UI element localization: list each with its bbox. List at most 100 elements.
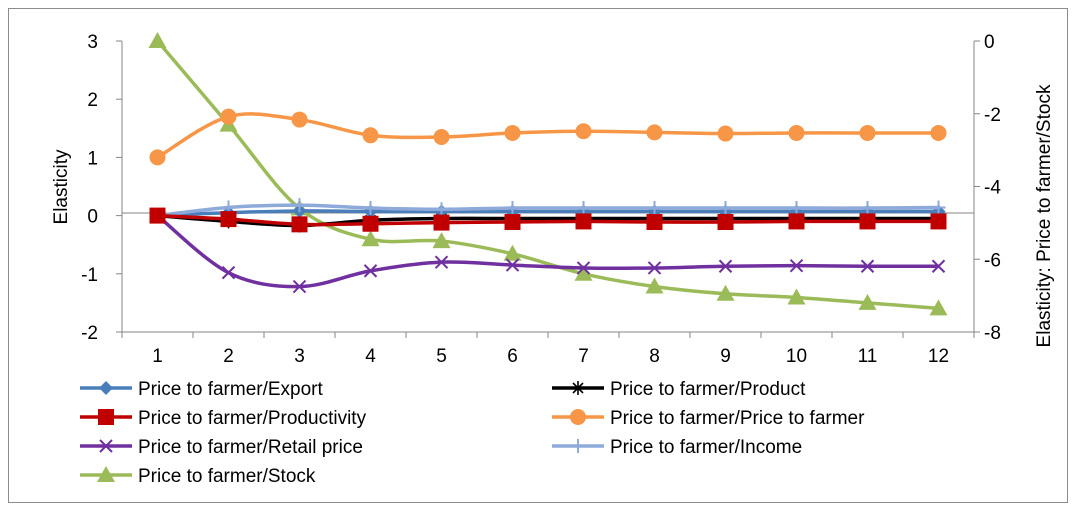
series-line <box>156 112 939 159</box>
y-tick-label: -2 <box>81 323 98 344</box>
series-point <box>647 261 662 275</box>
series-point <box>433 129 450 146</box>
series-point <box>859 124 876 141</box>
legend-label: Price to farmer/Productivity <box>138 408 367 429</box>
x-tick-label: 10 <box>786 346 807 367</box>
series-point <box>221 265 236 280</box>
series-point <box>645 277 664 294</box>
series-point <box>432 232 451 249</box>
y2-tick-label: -8 <box>984 323 1001 344</box>
series-point <box>718 201 733 216</box>
legend-item: Price to farmer/Retail price <box>80 437 363 458</box>
legend-swatch-marker <box>97 466 115 482</box>
legend-item: Price to farmer/Productivity <box>80 408 367 429</box>
series-point <box>930 213 947 230</box>
series-point <box>788 213 805 230</box>
legend-item: Price to farmer/Product <box>552 379 806 400</box>
series-point <box>220 211 237 228</box>
y2-tick-label: -2 <box>984 105 1001 126</box>
series-point <box>504 124 521 141</box>
series-point <box>788 124 805 141</box>
y-tick-label: 0 <box>87 207 98 228</box>
series-layer <box>148 32 948 316</box>
legend-swatch-marker <box>571 439 585 453</box>
series-3 <box>149 207 947 233</box>
series-6 <box>150 198 946 223</box>
x-tick-label: 12 <box>928 346 949 367</box>
series-4 <box>149 108 947 166</box>
series-point <box>576 201 591 216</box>
series-point <box>363 201 378 216</box>
y-tick-label: -1 <box>81 265 98 286</box>
series-point <box>716 284 735 301</box>
series-point <box>362 215 379 232</box>
legend-label: Price to farmer/Retail price <box>138 437 363 458</box>
x-tick-label: 3 <box>294 346 305 367</box>
series-point <box>859 213 876 230</box>
legend: Price to farmer/Export Price to farmer/Pr… <box>80 379 865 487</box>
x-tick-label: 9 <box>720 346 731 367</box>
legend-label: Price to farmer/Product <box>610 379 806 400</box>
series-point <box>787 288 806 305</box>
legend-swatch-marker <box>571 381 585 395</box>
legend-item: Price to farmer/Price to farmer <box>552 408 865 429</box>
series-point <box>292 198 307 213</box>
series-point <box>929 299 948 316</box>
series-point <box>291 216 308 233</box>
legend-label: Price to farmer/Stock <box>138 466 316 487</box>
x-tick-label: 2 <box>223 346 234 367</box>
series-point <box>504 214 521 231</box>
series-point <box>718 259 733 273</box>
series-point <box>363 264 378 278</box>
x-tick-label: 7 <box>578 346 589 367</box>
legend-swatch-marker <box>98 409 114 425</box>
series-point <box>789 258 804 273</box>
series-point <box>646 124 663 141</box>
series-point <box>433 214 450 231</box>
series-point <box>148 32 167 48</box>
series-point <box>434 202 449 217</box>
series-point <box>575 123 592 140</box>
legend-swatch-marker <box>570 409 586 425</box>
series-point <box>362 127 379 144</box>
x-tick-label: 8 <box>649 346 660 367</box>
legend-item: Price to farmer/Stock <box>80 466 316 487</box>
series-point <box>574 264 593 281</box>
legend-swatch-marker <box>99 439 113 453</box>
series-point <box>291 111 308 128</box>
y2-tick-label: -6 <box>984 250 1001 271</box>
series-point <box>149 149 166 166</box>
series-point <box>434 255 449 269</box>
axes <box>121 41 975 333</box>
series-point <box>858 293 877 310</box>
series-point <box>717 125 734 142</box>
legend-swatch-marker <box>99 381 113 395</box>
series-point <box>646 214 663 231</box>
y-tick-label: 1 <box>87 148 98 169</box>
series-point <box>575 213 592 230</box>
x-tick-label: 6 <box>507 346 518 367</box>
x-tick-label: 1 <box>152 346 163 367</box>
series-point <box>220 108 237 125</box>
y2-tick-label: 0 <box>984 32 995 53</box>
legend-label: Price to farmer/Price to farmer <box>610 408 865 429</box>
series-point <box>931 259 946 273</box>
series-point <box>789 201 804 216</box>
y2-axis-title: Elasticity: Price to farmer/Stock <box>1034 84 1055 347</box>
series-7 <box>148 32 948 316</box>
series-point <box>505 201 520 216</box>
x-tick-label: 11 <box>858 346 878 367</box>
series-point <box>860 259 875 273</box>
series-point <box>717 214 734 231</box>
series-point <box>576 261 591 275</box>
y-tick-label: 3 <box>87 32 98 53</box>
series-point <box>505 258 520 272</box>
legend-label: Price to farmer/Income <box>610 437 802 458</box>
series-point <box>503 244 522 261</box>
series-point <box>647 201 662 216</box>
chart-frame <box>8 8 1068 503</box>
series-line <box>156 214 939 289</box>
y-axis-title: Elasticity <box>51 149 72 224</box>
